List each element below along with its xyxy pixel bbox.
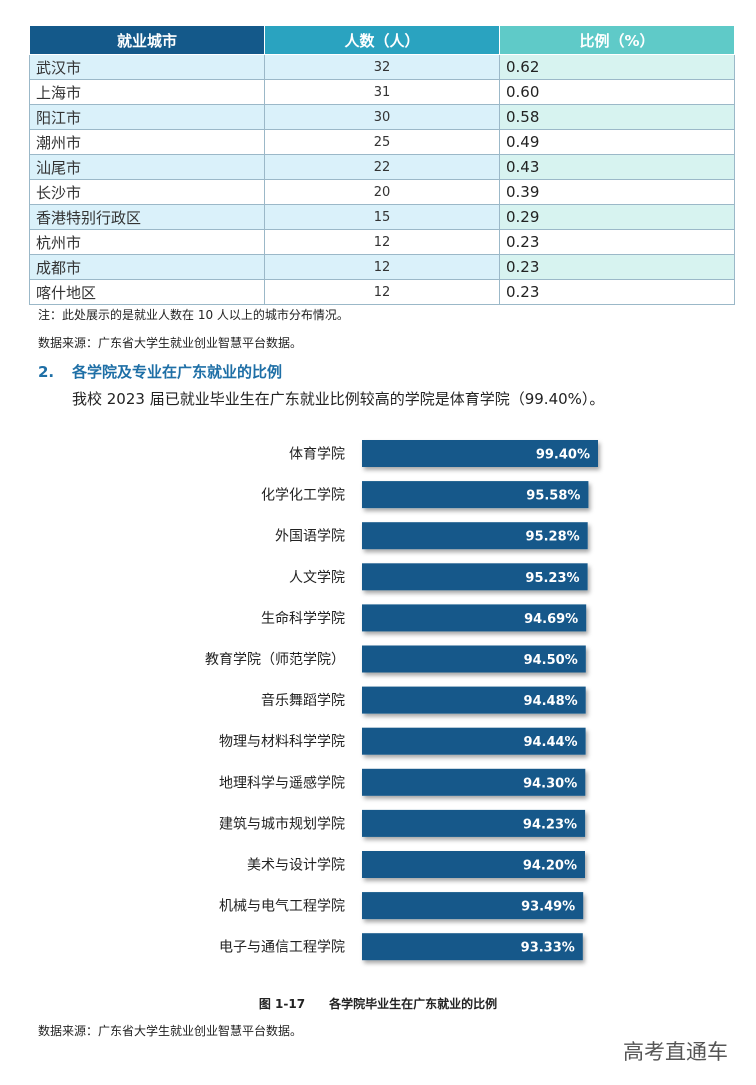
figure-caption: 图 1-17 各学院毕业生在广东就业的比例 — [0, 995, 756, 1012]
bar — [362, 933, 583, 961]
city-cell: 长沙市 — [29, 179, 265, 205]
bar — [362, 768, 586, 796]
category-label: 外国语学院 — [275, 529, 345, 545]
table-row: 香港特别行政区 15 0.29 — [29, 204, 735, 230]
ratio-cell: 0.23 — [499, 279, 735, 305]
city-employment-table: 就业城市 人数（人） 比例（%） 武汉市 32 0.62 上海市 31 0.60 阳江市 30… — [29, 25, 735, 305]
count-cell: 30 — [264, 104, 500, 130]
count-cell: 22 — [264, 154, 500, 180]
category-label: 电子与通信工程学院 — [219, 940, 345, 956]
bar — [362, 851, 585, 878]
bar — [362, 809, 586, 837]
bar — [362, 892, 584, 920]
table-row: 武汉市 32 0.62 — [29, 54, 735, 80]
section-number: 2. — [38, 363, 55, 381]
table-row: 成都市 12 0.23 — [29, 254, 735, 280]
header-ratio: 比例（%） — [499, 25, 735, 55]
bar — [362, 604, 587, 632]
category-label: 美术与设计学院 — [247, 858, 345, 874]
city-cell: 汕尾市 — [29, 154, 265, 180]
watermark-text: 高考直通车 — [623, 1040, 728, 1064]
value-label: 94.20% — [523, 859, 577, 874]
chart-source-note: 数据来源：广东省大学生就业创业智慧平台数据。 — [38, 1024, 303, 1038]
bar — [362, 522, 588, 550]
category-label: 人文学院 — [289, 570, 345, 586]
count-cell: 12 — [264, 279, 500, 305]
count-cell: 32 — [264, 54, 500, 80]
category-label: 生命科学学院 — [261, 610, 345, 627]
table-row: 阳江市 30 0.58 — [29, 104, 735, 130]
ratio-cell: 0.60 — [499, 79, 735, 105]
city-cell: 成都市 — [29, 254, 265, 280]
figure-number: 图 1-17 — [258, 997, 306, 1011]
count-cell: 31 — [264, 79, 500, 105]
count-cell: 12 — [264, 254, 500, 280]
ratio-cell: 0.43 — [499, 154, 735, 180]
bar — [362, 686, 586, 714]
category-label: 建筑与城市规划学院 — [219, 815, 345, 832]
value-label: 94.44% — [523, 735, 577, 750]
value-label: 94.48% — [524, 694, 578, 709]
category-label: 音乐舞蹈学院 — [261, 692, 345, 709]
value-label: 95.23% — [525, 571, 579, 586]
value-label: 94.30% — [523, 776, 577, 791]
city-cell: 上海市 — [29, 79, 265, 105]
category-label: 机械与电气工程学院 — [219, 899, 345, 915]
count-cell: 15 — [264, 204, 500, 230]
count-cell: 20 — [264, 179, 500, 205]
table-body: 武汉市 32 0.62 上海市 31 0.60 阳江市 30 0.58 潮州市 25 0.49 汕尾市 2… — [29, 54, 735, 305]
count-cell: 12 — [264, 229, 500, 255]
figure-title: 各学院毕业生在广东就业的比例 — [329, 997, 498, 1011]
bar — [362, 645, 586, 673]
city-cell: 阳江市 — [29, 104, 265, 130]
ratio-cell: 0.62 — [499, 54, 735, 80]
value-label: 95.58% — [526, 489, 580, 504]
table-row: 潮州市 25 0.49 — [29, 129, 735, 155]
header-city: 就业城市 — [29, 25, 265, 55]
ratio-cell: 0.29 — [499, 204, 735, 230]
table-row: 上海市 31 0.60 — [29, 79, 735, 105]
value-label: 94.50% — [524, 653, 578, 668]
ratio-cell: 0.23 — [499, 229, 735, 255]
header-count: 人数（人） — [264, 25, 500, 55]
bar — [362, 563, 588, 591]
table-row: 杭州市 12 0.23 — [29, 229, 735, 255]
bar — [362, 440, 598, 467]
data-source-note: 数据来源：广东省大学生就业创业智慧平台数据。 — [38, 336, 303, 350]
table-row: 喀什地区 12 0.23 — [29, 279, 735, 305]
bar — [362, 481, 589, 509]
city-cell: 武汉市 — [29, 54, 265, 80]
count-cell: 25 — [264, 129, 500, 155]
city-cell: 杭州市 — [29, 229, 265, 255]
summary-paragraph: 我校 2023 届已就业毕业生在广东就业比例较高的学院是体育学院（99.40%）… — [72, 390, 605, 408]
value-label: 93.33% — [521, 941, 575, 956]
category-label: 地理科学与遥感学院 — [219, 774, 345, 791]
ratio-cell: 0.49 — [499, 129, 735, 155]
bar — [362, 727, 586, 755]
table-row: 长沙市 20 0.39 — [29, 179, 735, 205]
ratio-cell: 0.39 — [499, 179, 735, 205]
college-ratio-bar-chart: 体育学院 99.40% 化学化工学院 95.58% 外国语学院 95.28% 人文学院 95.… — [205, 440, 598, 961]
city-cell: 潮州市 — [29, 129, 265, 155]
value-label: 94.69% — [524, 612, 578, 627]
table-note: 注：此处展示的是就业人数在 10 人以上的城市分布情况。 — [38, 308, 349, 322]
category-label: 体育学院 — [289, 447, 345, 463]
category-label: 物理与材料科学学院 — [219, 734, 345, 750]
value-label: 99.40% — [536, 448, 590, 463]
city-cell: 喀什地区 — [29, 279, 265, 305]
ratio-cell: 0.58 — [499, 104, 735, 130]
category-label: 教育学院（师范学院） — [205, 651, 345, 668]
city-cell: 香港特别行政区 — [29, 204, 265, 230]
section-title-text: 各学院及专业在广东就业的比例 — [72, 363, 283, 381]
section-heading: 2. 各学院及专业在广东就业的比例 — [38, 361, 282, 382]
table-header-row: 就业城市 人数（人） 比例（%） — [29, 25, 735, 55]
table-row: 汕尾市 22 0.43 — [29, 154, 735, 180]
ratio-cell: 0.23 — [499, 254, 735, 280]
value-label: 95.28% — [526, 530, 580, 545]
value-label: 94.23% — [523, 817, 577, 832]
category-label: 化学化工学院 — [261, 488, 345, 504]
value-label: 93.49% — [521, 900, 575, 915]
